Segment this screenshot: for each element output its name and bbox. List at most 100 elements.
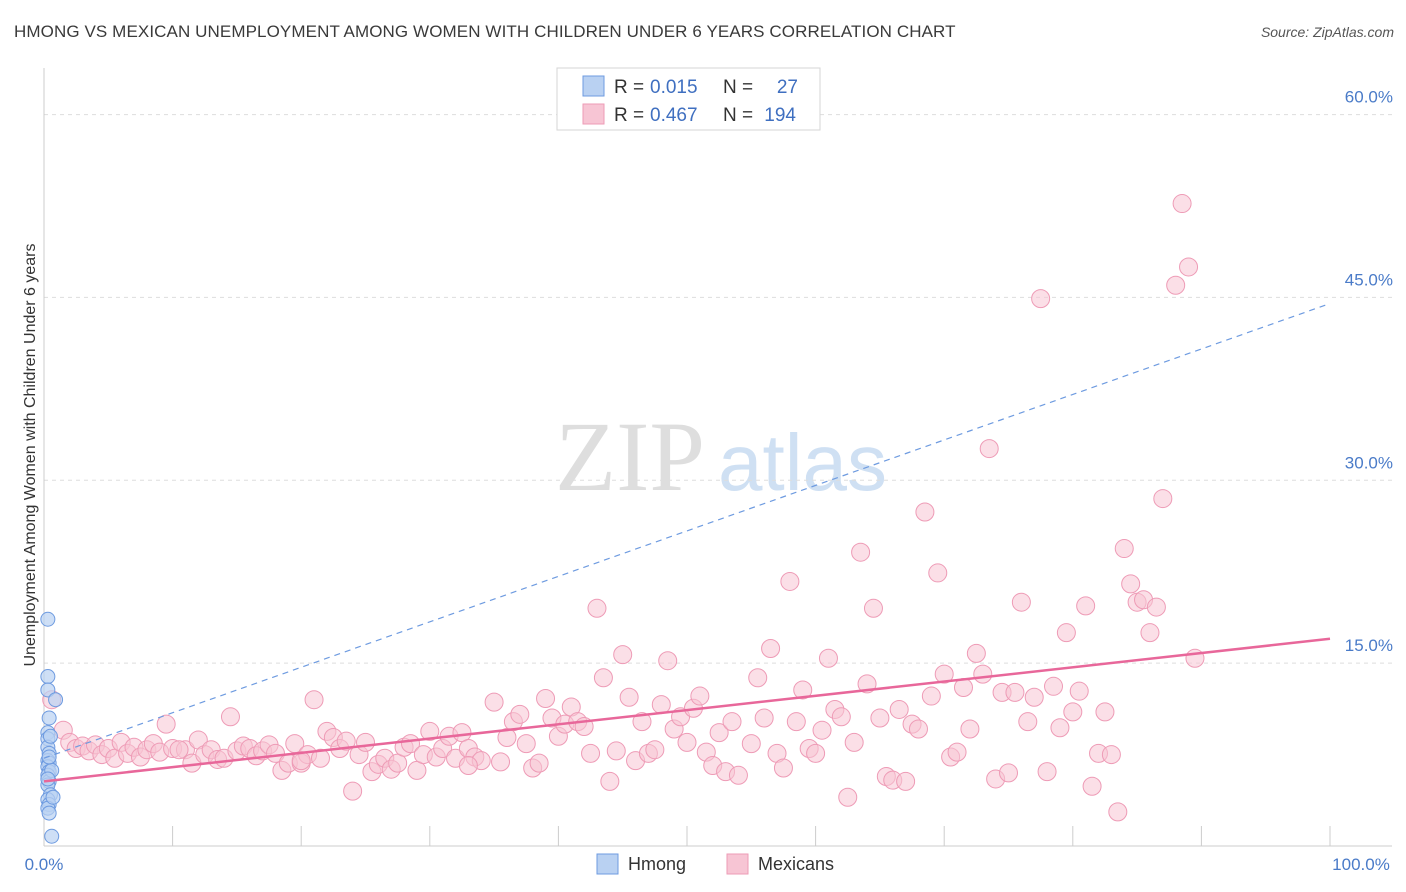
mexicans-point <box>908 719 928 739</box>
mexicans-point <box>220 707 240 727</box>
mexicans-point <box>761 639 781 659</box>
mexicans-point <box>1050 718 1070 738</box>
mexicans-point <box>407 760 427 780</box>
mexicans-point <box>806 743 826 763</box>
mexicans-point <box>870 708 890 728</box>
mexicans-point <box>1146 597 1166 617</box>
mexicans-point <box>1121 574 1141 594</box>
mexicans-point <box>632 712 652 732</box>
bottom-legend-swatch-hmong <box>596 853 619 875</box>
mexicans-point <box>677 732 697 752</box>
mexicans-point <box>510 704 530 724</box>
mexicans-point <box>934 664 954 684</box>
mexicans-point <box>786 712 806 732</box>
legend-r-value-mexicans: 0.467 <box>650 105 698 126</box>
mexicans-point <box>748 668 768 688</box>
mexicans-point <box>600 771 620 791</box>
mexicans-point <box>947 742 967 762</box>
legend-swatch-hmong <box>582 75 605 97</box>
mexicans-point <box>722 712 742 732</box>
hmong-point <box>41 805 57 821</box>
legend-swatch-mexicans <box>582 103 605 125</box>
mexicans-point <box>536 688 556 708</box>
watermark: ZIP atlas <box>555 401 887 512</box>
mexicans-point <box>1069 681 1089 701</box>
mexicans-point <box>690 686 710 706</box>
legend-r-label-hmong: R = <box>614 77 644 98</box>
mexicans-point <box>491 752 511 772</box>
mexicans-point <box>896 771 916 791</box>
mexicans-point <box>1063 702 1083 722</box>
mexicans-point <box>831 707 851 727</box>
mexicans-point <box>1101 745 1121 765</box>
mexicans-point <box>336 731 356 751</box>
mexicans-point <box>741 734 761 754</box>
mexicans-point <box>304 690 324 710</box>
mexicans-point <box>709 723 729 743</box>
mexicans-point <box>773 758 793 778</box>
mexicans-point <box>999 763 1018 783</box>
mexicans-point <box>979 439 999 459</box>
mexicans-trend-line <box>43 637 1331 783</box>
mexicans-point <box>613 645 633 665</box>
mexicans-point <box>529 753 549 773</box>
mexicans-point <box>343 781 363 801</box>
mexicans-point <box>1018 712 1038 732</box>
mexicans-point <box>844 732 864 752</box>
mexicans-point <box>658 651 678 671</box>
mexicans-point <box>1179 257 1199 277</box>
mexicans-point <box>1082 776 1102 796</box>
mexicans-point <box>458 756 478 776</box>
y-axis-title: Unemployment Among Women with Children U… <box>22 243 39 666</box>
mexicans-point <box>728 765 748 785</box>
mexicans-point <box>1114 539 1134 559</box>
mexicans-point <box>1011 592 1031 612</box>
mexicans-point <box>420 721 440 741</box>
mexicans-point <box>754 708 774 728</box>
hmong-point <box>44 828 60 844</box>
mexicans-point <box>645 740 665 760</box>
mexicans-point <box>966 643 986 663</box>
mexicans-point <box>851 542 871 562</box>
y-tick-label: 60.0% <box>1345 88 1393 107</box>
mexicans-point <box>812 720 832 740</box>
mexicans-point <box>1076 596 1096 616</box>
mexicans-point <box>169 740 189 760</box>
bottom-legend-swatch-mexicans <box>726 853 749 875</box>
mexicans-point <box>388 753 408 773</box>
mexicans-point <box>928 563 948 583</box>
legend-n-value-hmong: 27 <box>777 77 798 98</box>
legend-r-value-hmong: 0.015 <box>650 77 698 98</box>
x-tick-label-min: 0.0% <box>25 855 64 874</box>
mexicans-point <box>793 680 813 700</box>
mexicans-point <box>1005 682 1025 702</box>
mexicans-point <box>593 668 613 688</box>
mexicans-point <box>1044 676 1064 696</box>
mexicans-point <box>587 598 607 618</box>
legend-n-label-hmong: N = <box>723 77 753 98</box>
mexicans-point <box>818 648 838 668</box>
mexicans-point <box>1140 623 1160 643</box>
hmong-point <box>45 789 61 805</box>
mexicans-point <box>156 714 176 734</box>
mexicans-point <box>1166 275 1186 295</box>
mexicans-point <box>1031 289 1051 309</box>
legend-n-value-mexicans: 194 <box>764 105 796 126</box>
mexicans-point <box>915 502 935 522</box>
mexicans-point <box>1108 802 1128 822</box>
hmong-trend-line <box>43 302 1331 759</box>
mexicans-point <box>960 719 980 739</box>
bottom-legend-label-hmong: Hmong <box>628 854 686 874</box>
mexicans-point <box>973 664 993 684</box>
mexicans-point <box>452 723 472 743</box>
mexicans-point <box>356 732 375 752</box>
mexicans-point <box>619 687 639 707</box>
mexicans-point <box>606 741 626 761</box>
bottom-legend-label-mexicans: Mexicans <box>758 854 834 874</box>
mexicans-point <box>889 699 909 719</box>
y-tick-label: 45.0% <box>1345 270 1393 289</box>
hmong-point <box>40 682 56 698</box>
correlation-legend: R = 0.015 N = 27 R = 0.467 N = 194 <box>556 67 821 131</box>
mexicans-point <box>780 571 800 591</box>
